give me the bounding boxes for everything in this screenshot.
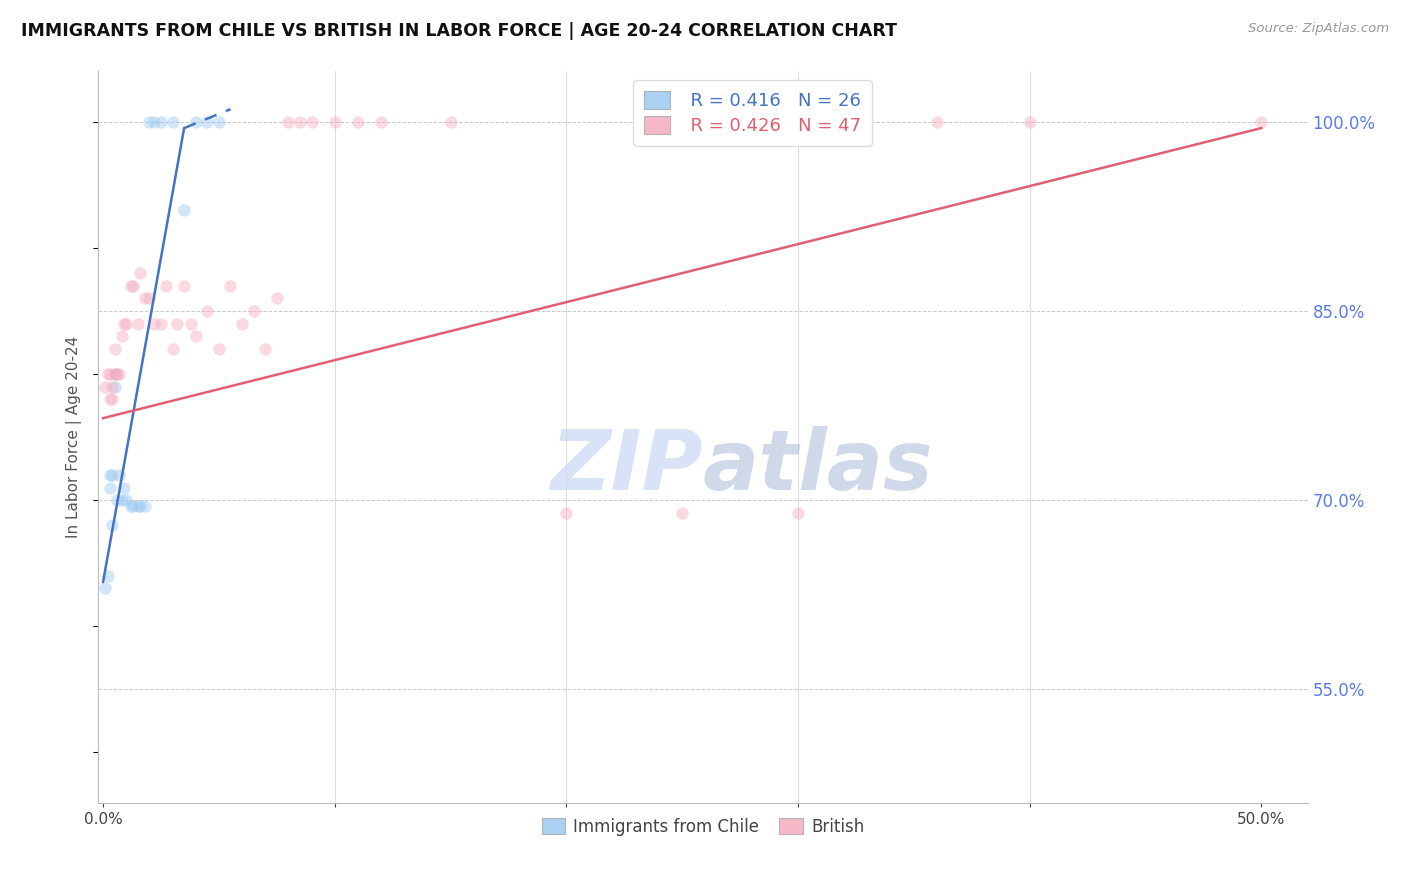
- Point: [98, 392, 121, 407]
- Point: [208, 115, 231, 129]
- Point: [347, 115, 370, 129]
- Point: [97, 569, 120, 583]
- Point: [112, 481, 135, 495]
- Point: [129, 500, 152, 514]
- Legend: Immigrants from Chile, British: Immigrants from Chile, British: [531, 807, 875, 846]
- Point: [925, 115, 948, 129]
- Point: [162, 342, 184, 356]
- Text: ZIP: ZIP: [550, 425, 703, 507]
- Point: [120, 278, 142, 293]
- Point: [110, 493, 132, 508]
- Point: [1250, 115, 1272, 129]
- Point: [108, 367, 131, 381]
- Point: [143, 317, 166, 331]
- Point: [787, 506, 810, 520]
- Point: [195, 115, 218, 129]
- Point: [149, 317, 172, 331]
- Point: [323, 115, 346, 129]
- Point: [105, 493, 128, 508]
- Point: [231, 317, 253, 331]
- Point: [104, 342, 127, 356]
- Point: [173, 278, 195, 293]
- Point: [122, 500, 145, 514]
- Point: [98, 467, 121, 482]
- Point: [115, 317, 138, 331]
- Point: [134, 500, 156, 514]
- Point: [162, 115, 184, 129]
- Point: [127, 500, 149, 514]
- Point: [108, 467, 131, 482]
- Point: [129, 266, 152, 280]
- Point: [1018, 115, 1040, 129]
- Point: [184, 115, 207, 129]
- Point: [138, 115, 160, 129]
- Point: [101, 379, 124, 393]
- Point: [208, 342, 231, 356]
- Point: [94, 379, 117, 393]
- Point: [671, 506, 693, 520]
- Point: [254, 342, 277, 356]
- Point: [173, 203, 195, 218]
- Point: [110, 329, 132, 343]
- Point: [101, 467, 124, 482]
- Point: [120, 500, 142, 514]
- Point: [104, 367, 127, 381]
- Point: [555, 506, 578, 520]
- Point: [370, 115, 392, 129]
- Point: [104, 367, 127, 381]
- Point: [166, 317, 188, 331]
- Point: [127, 317, 149, 331]
- Point: [180, 317, 202, 331]
- Point: [184, 329, 207, 343]
- Point: [143, 115, 166, 129]
- Point: [219, 278, 242, 293]
- Point: [138, 291, 160, 305]
- Point: [266, 291, 288, 305]
- Point: [122, 278, 145, 293]
- Point: [94, 582, 117, 596]
- Point: [112, 317, 135, 331]
- Point: [101, 518, 124, 533]
- Point: [277, 115, 299, 129]
- Y-axis label: In Labor Force | Age 20-24: In Labor Force | Age 20-24: [66, 336, 83, 538]
- Point: [101, 392, 124, 407]
- Point: [195, 304, 218, 318]
- Point: [105, 367, 128, 381]
- Point: [288, 115, 311, 129]
- Point: [301, 115, 323, 129]
- Point: [97, 367, 120, 381]
- Text: IMMIGRANTS FROM CHILE VS BRITISH IN LABOR FORCE | AGE 20-24 CORRELATION CHART: IMMIGRANTS FROM CHILE VS BRITISH IN LABO…: [21, 22, 897, 40]
- Point: [98, 481, 121, 495]
- Text: Source: ZipAtlas.com: Source: ZipAtlas.com: [1249, 22, 1389, 36]
- Point: [155, 278, 177, 293]
- Point: [98, 367, 121, 381]
- Point: [439, 115, 461, 129]
- Point: [104, 379, 127, 393]
- Point: [115, 493, 138, 508]
- Point: [134, 291, 156, 305]
- Point: [242, 304, 264, 318]
- Text: atlas: atlas: [703, 425, 934, 507]
- Point: [149, 115, 172, 129]
